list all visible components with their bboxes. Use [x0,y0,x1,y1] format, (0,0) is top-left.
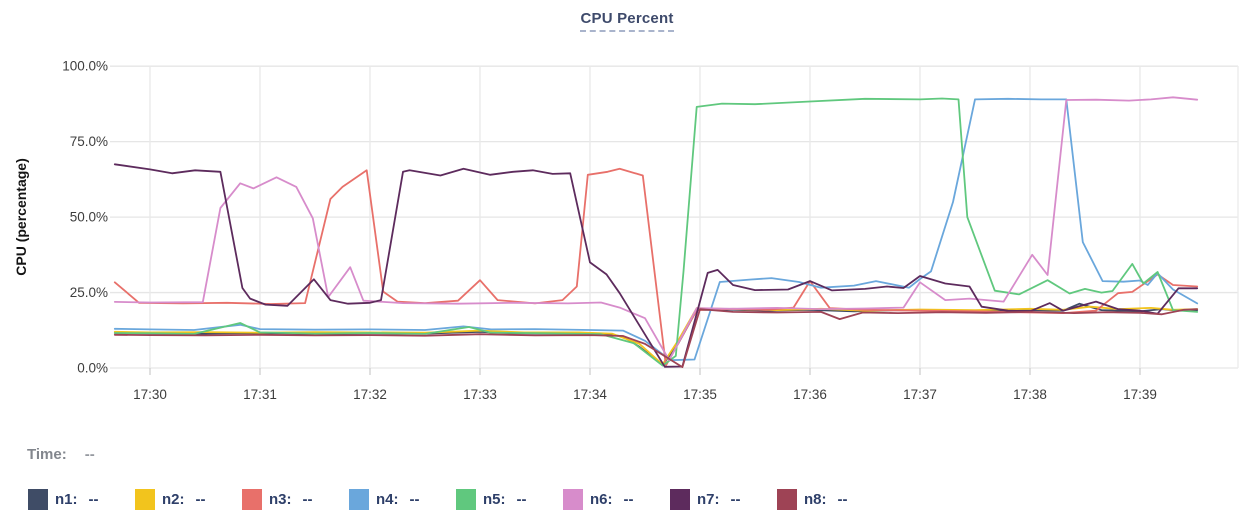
legend-swatch-n1 [28,489,48,510]
legend-swatch-n8 [777,489,797,510]
legend-value: -- [730,491,741,508]
x-tick-label: 17:38 [1013,387,1047,402]
legend-value: -- [88,491,99,508]
legend-value: -- [195,491,206,508]
legend-swatch-n7 [670,489,690,510]
legend-item-n5[interactable]: n5: -- [456,489,563,510]
x-tick-label: 17:37 [903,387,937,402]
legend-item-n3[interactable]: n3: -- [242,489,349,510]
y-tick-label: 100.0% [62,59,108,74]
y-tick-label: 25.0% [70,285,108,300]
legend-item-n4[interactable]: n4: -- [349,489,456,510]
time-label: Time: [27,446,67,463]
y-tick-label: 50.0% [70,210,108,225]
x-tick-label: 17:35 [683,387,717,402]
legend-label: n7: [697,491,720,508]
x-tick-label: 17:36 [793,387,827,402]
cpu-percent-chart: 100.0% 75.0% 50.0% 25.0% 0.0% 17:30 17:31 17:32… [13,59,1239,402]
x-tick-label: 17:34 [573,387,607,402]
legend-item-n8[interactable]: n8: -- [777,489,884,510]
legend-value: -- [623,491,634,508]
x-tick-label: 17:39 [1123,387,1157,402]
x-tick-label: 17:30 [133,387,167,402]
legend-label: n2: [162,491,185,508]
y-axis-title: CPU (percentage) [13,158,29,275]
legend-value: -- [516,491,527,508]
legend-label: n1: [55,491,78,508]
series-line-n4 [113,97,1199,362]
series-line-n5 [113,97,1199,367]
legend-swatch-n5 [456,489,476,510]
legend-label: n5: [483,491,506,508]
y-tick-label: 0.0% [77,361,108,376]
legend-swatch-n6 [563,489,583,510]
legend-label: n3: [269,491,292,508]
legend-label: n6: [590,491,613,508]
series-line-n6 [113,96,1199,362]
legend-item-n1[interactable]: n1: -- [28,489,135,510]
time-readout: Time: -- [27,446,95,463]
chart-legend: n1: -- n2: -- n3: -- n4: -- n5: -- n6: -- n7: -- n8: -- [28,489,884,510]
x-tick-label: 17:33 [463,387,497,402]
y-tick-label: 75.0% [70,134,108,149]
series-line-n7 [113,163,1199,368]
legend-item-n2[interactable]: n2: -- [135,489,242,510]
legend-value: -- [302,491,313,508]
chart-title[interactable]: CPU Percent [580,10,674,32]
series-line-n8 [113,308,1199,369]
time-value: -- [84,446,95,463]
legend-value: -- [837,491,848,508]
legend-swatch-n2 [135,489,155,510]
legend-swatch-n4 [349,489,369,510]
plot-area[interactable] [110,66,1238,368]
x-tick-label: 17:31 [243,387,277,402]
chart-header: CPU Percent [0,10,1254,32]
legend-label: n8: [804,491,827,508]
x-tick-label: 17:32 [353,387,387,402]
legend-value: -- [409,491,420,508]
legend-swatch-n3 [242,489,262,510]
legend-label: n4: [376,491,399,508]
legend-item-n7[interactable]: n7: -- [670,489,777,510]
legend-item-n6[interactable]: n6: -- [563,489,670,510]
